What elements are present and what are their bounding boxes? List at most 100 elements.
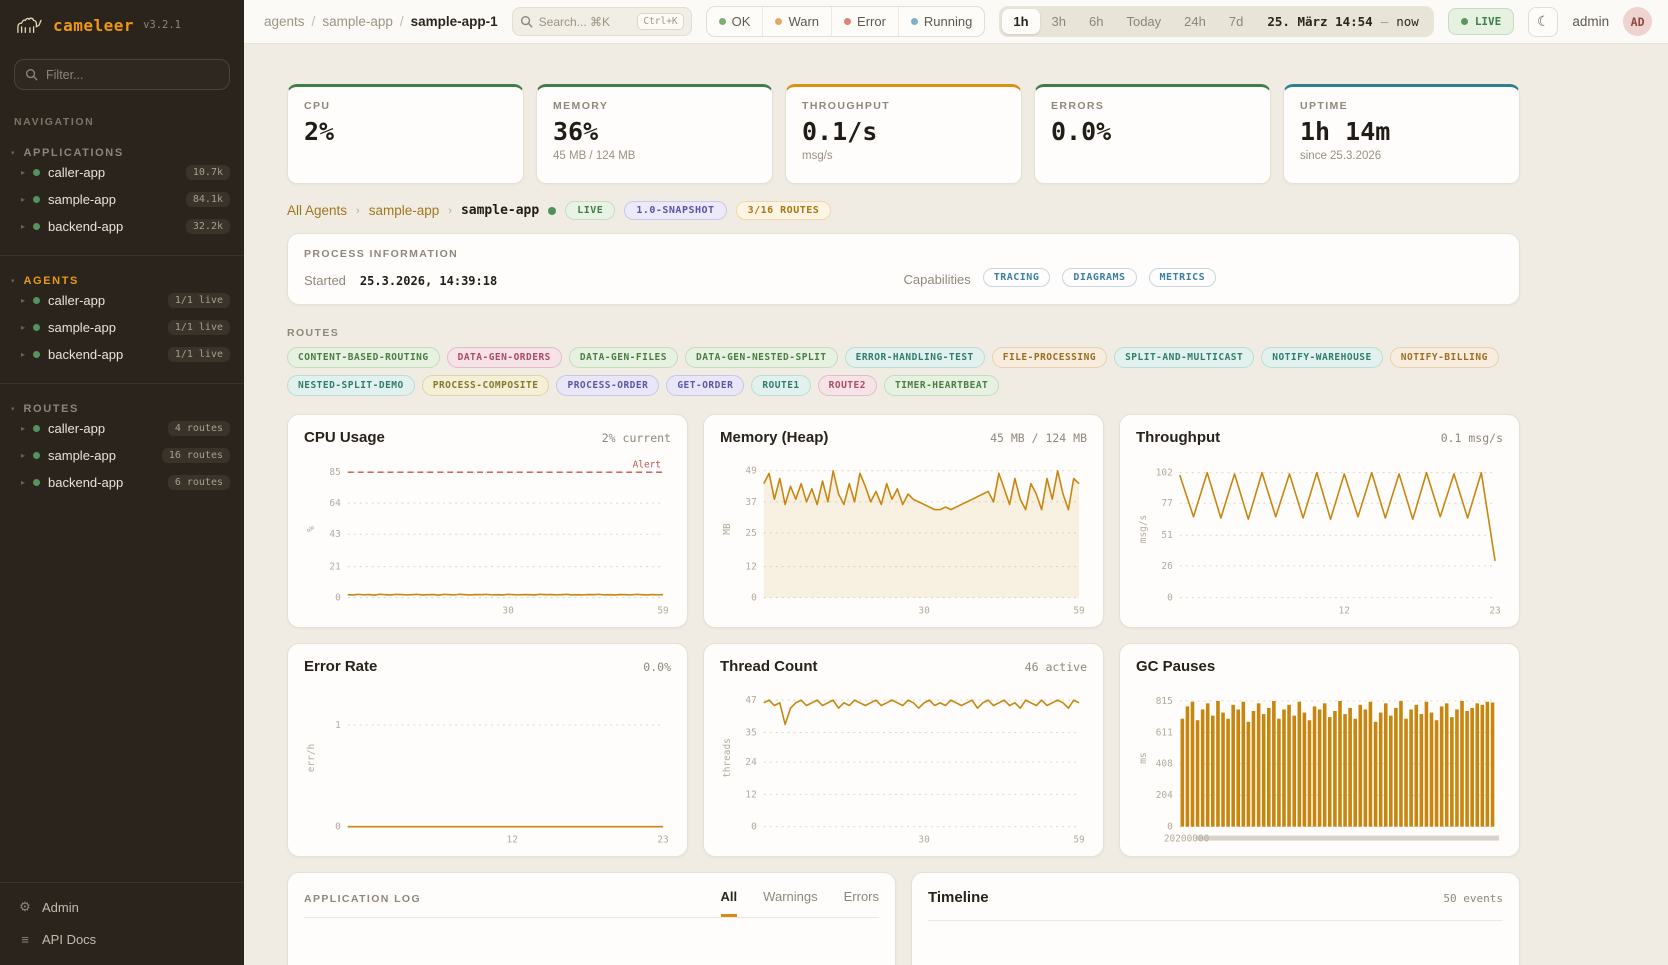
time-range-7d[interactable]: 7d	[1218, 9, 1254, 34]
status-filter-group: OKWarnErrorRunning	[706, 6, 986, 37]
chart-title: Error Rate	[304, 658, 377, 675]
chart-plot-throughput: 02651771021223msg/s	[1136, 450, 1503, 618]
time-range-3h[interactable]: 3h	[1041, 9, 1077, 34]
section-header-applications[interactable]: ▾APPLICATIONS	[0, 147, 244, 159]
chart-card-cpu-usage: CPU Usage2% current0214364853059%Alert	[287, 414, 688, 628]
search-input[interactable]	[539, 15, 632, 29]
route-tag-process-composite[interactable]: PROCESS-COMPOSITE	[422, 375, 550, 396]
sidebar-item-applications-caller-app[interactable]: ▸caller-app10.7k	[0, 159, 244, 186]
route-tag-file-processing[interactable]: FILE-PROCESSING	[992, 347, 1107, 368]
sidebar-footer: ⚙Admin≡API Docs	[0, 882, 244, 965]
time-range-6h[interactable]: 6h	[1078, 9, 1114, 34]
breadcrumb-sample-app[interactable]: sample-app	[322, 14, 393, 29]
search-icon	[520, 15, 533, 28]
route-tag-data-gen-files[interactable]: DATA-GEN-FILES	[569, 347, 678, 368]
section-header-routes[interactable]: ▾ROUTES	[0, 403, 244, 415]
route-tag-data-gen-orders[interactable]: DATA-GEN-ORDERS	[447, 347, 562, 368]
route-tag-get-order[interactable]: GET-ORDER	[666, 375, 744, 396]
topbar: agents/sample-app/sample-app-1 Ctrl+K OK…	[244, 0, 1668, 44]
svg-text:204: 204	[1156, 790, 1173, 801]
status-filter-running[interactable]: Running	[898, 7, 984, 36]
agent-crumb-sample-app[interactable]: sample-app	[369, 203, 440, 218]
sidebar-item-routes-backend-app[interactable]: ▸backend-app6 routes	[0, 469, 244, 496]
route-tag-nested-split-demo[interactable]: NESTED-SPLIT-DEMO	[287, 375, 415, 396]
live-badge[interactable]: LIVE	[1448, 8, 1515, 35]
footer-item-api-docs[interactable]: ≡API Docs	[0, 923, 244, 955]
user-avatar[interactable]: AD	[1623, 7, 1652, 36]
route-tag-notify-warehouse[interactable]: NOTIFY-WAREHOUSE	[1261, 347, 1383, 368]
svg-text:0: 0	[751, 822, 757, 833]
agent-badge-3-16-routes: 3/16 ROUTES	[736, 201, 832, 220]
chevron-right-icon: ▸	[21, 424, 25, 433]
navigation-label: NAVIGATION	[14, 116, 230, 128]
chart-card-throughput: Throughput0.1 msg/s02651771021223msg/s	[1119, 414, 1520, 628]
svg-text:77: 77	[1161, 498, 1172, 509]
svg-text:msg/s: msg/s	[1138, 515, 1149, 543]
date-range[interactable]: 25. März 14:54–now	[1255, 14, 1430, 29]
status-filter-warn[interactable]: Warn	[762, 7, 831, 36]
agent-crumb-all-agents[interactable]: All Agents	[287, 203, 347, 218]
sidebar-item-label: backend-app	[48, 219, 123, 234]
metric-value: 0.0%	[1051, 117, 1254, 146]
metric-value: 1h 14m	[1300, 117, 1503, 146]
route-tag-content-based-routing[interactable]: CONTENT-BASED-ROUTING	[287, 347, 440, 368]
metric-subtext: 45 MB / 124 MB	[553, 150, 756, 162]
sidebar-item-label: caller-app	[48, 165, 105, 180]
time-range-24h[interactable]: 24h	[1173, 9, 1217, 34]
footer-item-admin[interactable]: ⚙Admin	[0, 891, 244, 923]
route-tag-data-gen-nested-split[interactable]: DATA-GEN-NESTED-SPLIT	[685, 347, 838, 368]
sidebar-item-agents-caller-app[interactable]: ▸caller-app1/1 live	[0, 287, 244, 314]
log-tab-warnings[interactable]: Warnings	[763, 889, 817, 917]
routes-title: ROUTES	[287, 327, 1520, 339]
search-box[interactable]: Ctrl+K	[512, 7, 692, 36]
app-logo[interactable]: cameleer v3.2.1	[0, 0, 244, 47]
theme-toggle-button[interactable]: ☾	[1528, 7, 1558, 37]
capability-badge-tracing: TRACING	[983, 268, 1051, 287]
capability-badge-metrics: METRICS	[1149, 268, 1217, 287]
count-badge: 32.2k	[186, 219, 230, 234]
svg-text:24: 24	[745, 757, 757, 768]
moon-icon: ☾	[1537, 13, 1550, 30]
sidebar-item-agents-backend-app[interactable]: ▸backend-app1/1 live	[0, 341, 244, 368]
sidebar-filter-box[interactable]	[14, 59, 230, 90]
status-dot-icon	[33, 297, 40, 304]
filter-input[interactable]	[46, 68, 219, 82]
sidebar-item-routes-caller-app[interactable]: ▸caller-app4 routes	[0, 415, 244, 442]
status-filter-ok[interactable]: OK	[707, 7, 763, 36]
sidebar-item-routes-sample-app[interactable]: ▸sample-app16 routes	[0, 442, 244, 469]
svg-text:0: 0	[1167, 822, 1173, 833]
route-tag-notify-billing[interactable]: NOTIFY-BILLING	[1390, 347, 1499, 368]
log-tab-errors[interactable]: Errors	[844, 889, 879, 917]
svg-text:21: 21	[329, 562, 341, 573]
metric-subtext: since 25.3.2026	[1300, 150, 1503, 162]
sidebar-item-applications-backend-app[interactable]: ▸backend-app32.2k	[0, 213, 244, 240]
route-tag-error-handling-test[interactable]: ERROR-HANDLING-TEST	[845, 347, 985, 368]
metric-label: MEMORY	[553, 100, 756, 112]
status-dot-icon	[911, 18, 918, 25]
section-header-agents[interactable]: ▾AGENTS	[0, 275, 244, 287]
sidebar-item-label: backend-app	[48, 475, 123, 490]
route-tag-route2[interactable]: ROUTE2	[818, 375, 877, 396]
status-dot-icon	[33, 196, 40, 203]
count-badge: 1/1 live	[168, 320, 230, 335]
agent-badge-1-0-snapshot: 1.0-SNAPSHOT	[624, 201, 726, 220]
sidebar-item-agents-sample-app[interactable]: ▸sample-app1/1 live	[0, 314, 244, 341]
route-tag-process-order[interactable]: PROCESS-ORDER	[556, 375, 659, 396]
section-title: AGENTS	[24, 275, 79, 287]
sidebar-item-label: sample-app	[48, 448, 116, 463]
route-tag-split-and-multicast[interactable]: SPLIT-AND-MULTICAST	[1114, 347, 1254, 368]
time-range-1h[interactable]: 1h	[1002, 9, 1039, 34]
chevron-right-icon: ▸	[21, 195, 25, 204]
sidebar-item-applications-sample-app[interactable]: ▸sample-app84.1k	[0, 186, 244, 213]
metric-value: 2%	[304, 117, 507, 146]
metric-card-errors: ERRORS0.0%	[1034, 84, 1271, 184]
time-range-today[interactable]: Today	[1115, 9, 1172, 34]
chart-plot-cpu-usage: 0214364853059%Alert	[304, 450, 671, 618]
breadcrumb-agents[interactable]: agents	[264, 14, 305, 29]
chevron-right-icon: ▸	[21, 296, 25, 305]
log-tab-all[interactable]: All	[721, 889, 738, 917]
count-badge: 16 routes	[162, 448, 230, 463]
status-filter-error[interactable]: Error	[831, 7, 898, 36]
route-tag-timer-heartbeat[interactable]: TIMER-HEARTBEAT	[884, 375, 999, 396]
route-tag-route1[interactable]: ROUTE1	[751, 375, 810, 396]
